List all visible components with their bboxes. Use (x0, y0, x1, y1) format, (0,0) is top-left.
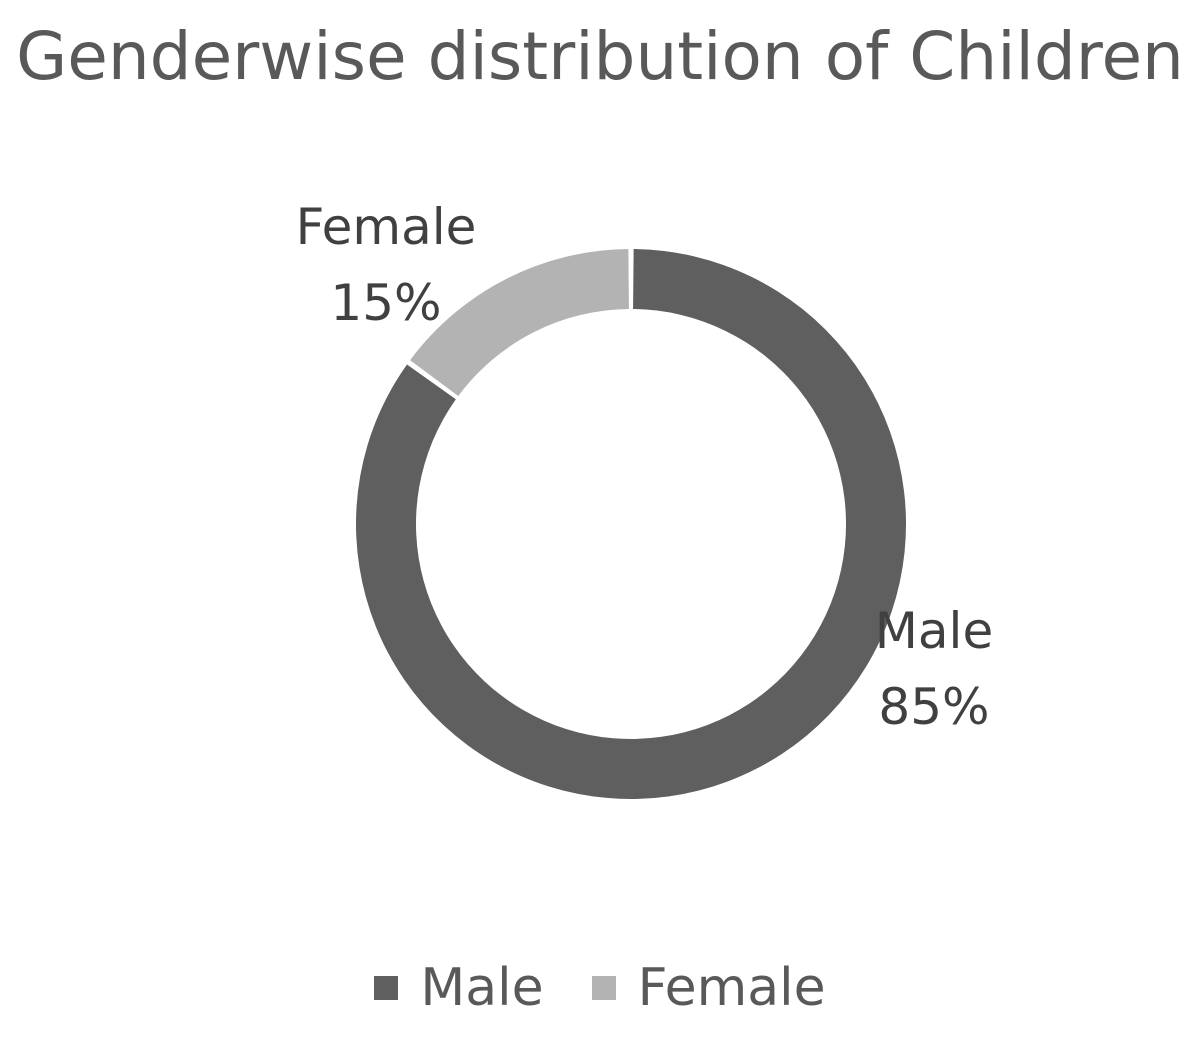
legend-item-female[interactable]: Female (591, 958, 826, 1018)
legend-item-male[interactable]: Male (374, 958, 544, 1018)
data-label-female-category: Female (296, 198, 477, 256)
chart-title: Genderwise distribution of Children (16, 18, 1184, 95)
data-label-female-value: 15% (330, 274, 441, 332)
legend-label-female: Female (637, 958, 826, 1018)
legend-label-male: Male (420, 958, 544, 1018)
legend-swatch-male (374, 976, 399, 1000)
donut-slice-female[interactable] (410, 249, 629, 396)
chart-legend: Male Female (0, 958, 1200, 1018)
legend-swatch-female (591, 976, 616, 1000)
data-label-male-category: Male (875, 602, 993, 660)
data-label-male-value: 85% (878, 678, 989, 736)
